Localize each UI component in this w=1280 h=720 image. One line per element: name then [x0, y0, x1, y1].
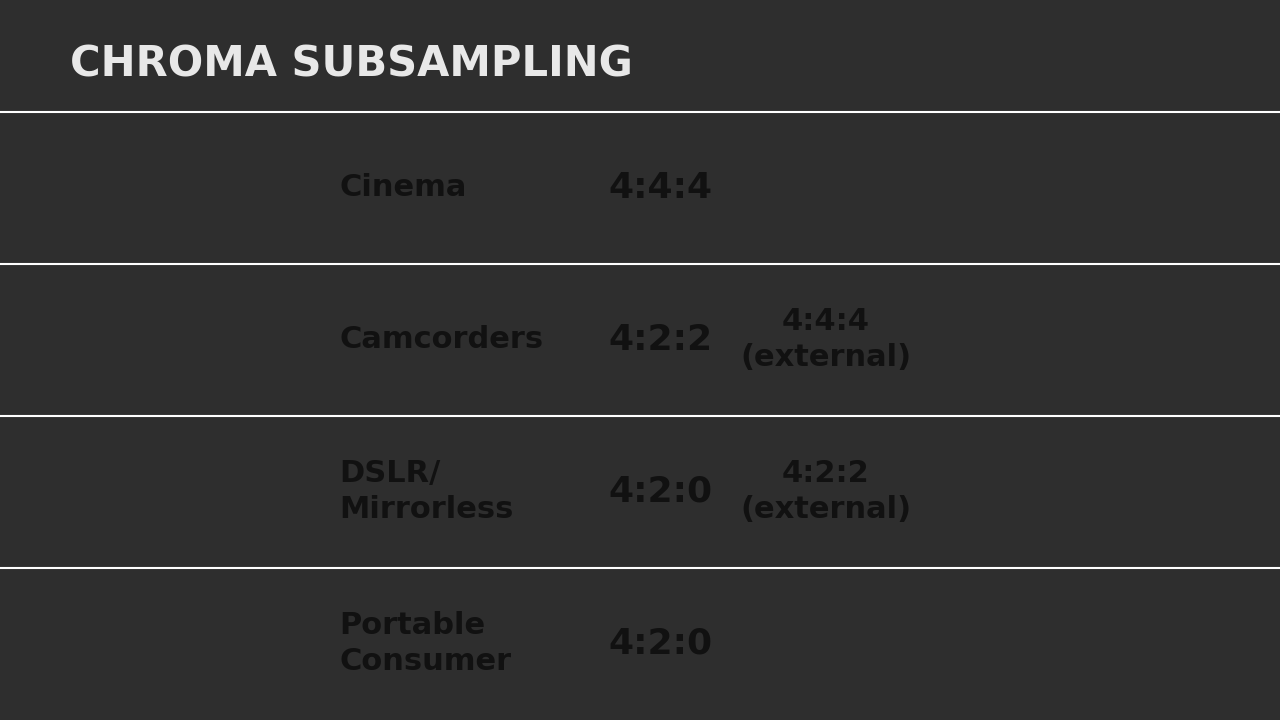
Text: 4:2:2
(external): 4:2:2 (external): [740, 459, 911, 524]
Text: CHROMA SUBSAMPLING: CHROMA SUBSAMPLING: [70, 44, 634, 86]
Text: 4:2:0: 4:2:0: [608, 627, 712, 661]
Text: 4:2:2: 4:2:2: [608, 323, 712, 356]
Text: Camcorders: Camcorders: [339, 325, 543, 354]
Text: DSLR/
Mirrorless: DSLR/ Mirrorless: [339, 459, 513, 524]
Text: 4:4:4: 4:4:4: [608, 171, 712, 204]
Text: Cinema: Cinema: [339, 173, 467, 202]
Text: Portable
Consumer: Portable Consumer: [339, 611, 511, 676]
Text: 4:2:0: 4:2:0: [608, 475, 712, 509]
Text: 4:4:4
(external): 4:4:4 (external): [740, 307, 911, 372]
